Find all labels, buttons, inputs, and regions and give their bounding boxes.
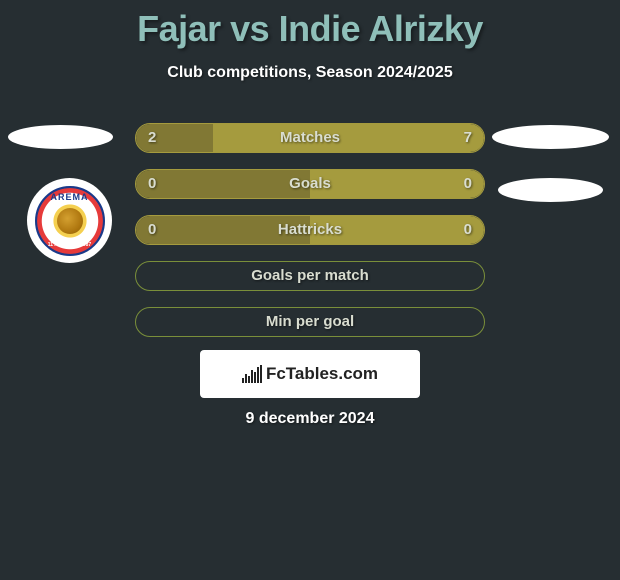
bars-icon [242,365,262,383]
brand-text: FcTables.com [266,364,378,384]
page-subtitle: Club competitions, Season 2024/2025 [0,64,620,82]
club-logo-date: 11 AGUSTUS 1987 [37,242,103,248]
player-right-silhouette-1 [492,125,609,149]
stat-label: Goals per match [136,262,484,289]
player-right-silhouette-2 [498,178,603,202]
club-logo: AREMA 11 AGUSTUS 1987 [27,178,112,263]
stat-label: Matches [136,124,484,151]
player-left-silhouette [8,125,113,149]
stat-label: Hattricks [136,216,484,243]
lion-icon [57,208,83,234]
stat-bar: 00Goals [135,169,485,199]
stat-bar: Min per goal [135,307,485,337]
stat-bar: 00Hattricks [135,215,485,245]
stat-label: Goals [136,170,484,197]
page-title: Fajar vs Indie Alrizky [0,0,620,50]
brand-badge: FcTables.com [200,350,420,398]
club-logo-name: AREMA [37,192,103,202]
comparison-bars: 27Matches 00Goals 00Hattricks Goals per mat… [135,123,485,353]
stat-label: Min per goal [136,308,484,335]
club-logo-inner: AREMA 11 AGUSTUS 1987 [35,186,105,256]
date-text: 9 december 2024 [0,410,620,428]
stat-bar: 27Matches [135,123,485,153]
stat-bar: Goals per match [135,261,485,291]
